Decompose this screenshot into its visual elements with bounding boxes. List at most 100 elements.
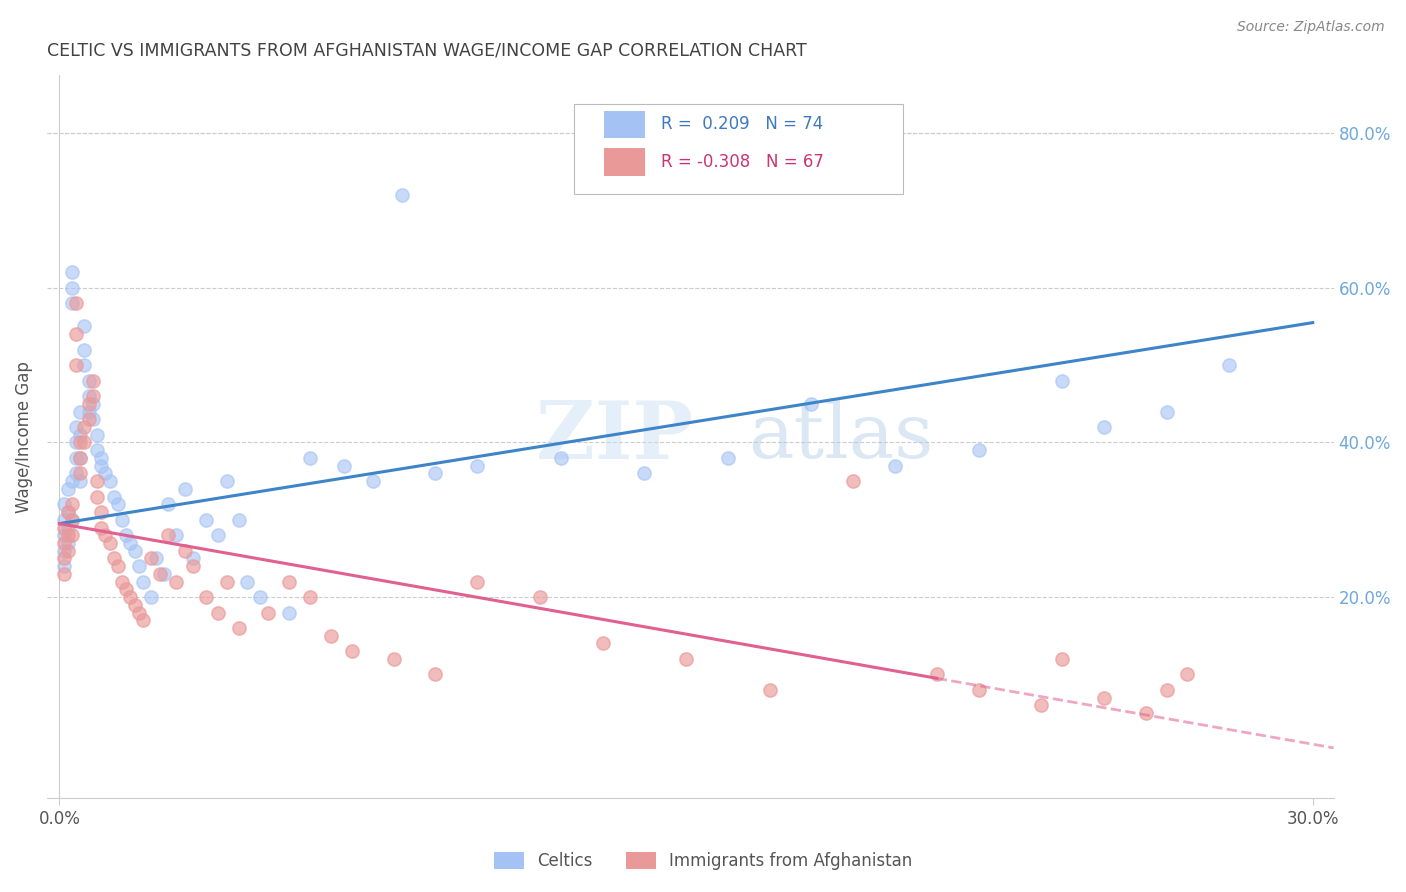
Point <box>65 358 87 372</box>
Point <box>86 443 108 458</box>
Point <box>1050 652 1073 666</box>
Point <box>1156 682 1178 697</box>
Point <box>675 652 697 666</box>
Point <box>77 404 100 418</box>
Point <box>69 450 91 465</box>
Point <box>967 443 990 458</box>
Point <box>103 490 125 504</box>
Point <box>633 467 655 481</box>
Point <box>65 450 87 465</box>
Point <box>340 644 363 658</box>
Text: R =  0.209   N = 74: R = 0.209 N = 74 <box>661 115 823 134</box>
Point <box>165 528 187 542</box>
Point <box>157 528 180 542</box>
Point <box>56 543 79 558</box>
Point <box>207 606 229 620</box>
Point <box>1135 706 1157 720</box>
Point <box>52 528 75 542</box>
Point <box>145 551 167 566</box>
Point <box>124 598 146 612</box>
Point <box>56 505 79 519</box>
Point <box>1218 358 1240 372</box>
Point <box>69 404 91 418</box>
Point <box>90 458 112 473</box>
Point <box>529 590 551 604</box>
Point <box>425 667 447 681</box>
Point <box>60 528 83 542</box>
Point <box>52 513 75 527</box>
Point <box>73 435 96 450</box>
Point <box>215 474 238 488</box>
Point <box>107 559 129 574</box>
Point <box>52 559 75 574</box>
Point <box>56 528 79 542</box>
Point <box>111 574 134 589</box>
Point <box>249 590 271 604</box>
Point <box>149 566 172 581</box>
Point <box>56 520 79 534</box>
Text: Source: ZipAtlas.com: Source: ZipAtlas.com <box>1237 20 1385 34</box>
Point <box>425 467 447 481</box>
Point <box>60 513 83 527</box>
Point <box>60 474 83 488</box>
Point <box>73 358 96 372</box>
Point <box>465 458 488 473</box>
Point <box>82 389 104 403</box>
Point <box>592 636 614 650</box>
Point <box>98 536 121 550</box>
Point <box>1050 374 1073 388</box>
Point <box>925 667 948 681</box>
Text: CELTIC VS IMMIGRANTS FROM AFGHANISTAN WAGE/INCOME GAP CORRELATION CHART: CELTIC VS IMMIGRANTS FROM AFGHANISTAN WA… <box>46 42 807 60</box>
Point <box>90 520 112 534</box>
Point <box>56 505 79 519</box>
FancyBboxPatch shape <box>605 111 645 138</box>
Point <box>128 559 150 574</box>
Text: atlas: atlas <box>748 400 934 474</box>
Point <box>128 606 150 620</box>
Point <box>550 450 572 465</box>
Point <box>1177 667 1199 681</box>
Point <box>382 652 405 666</box>
Point <box>157 497 180 511</box>
Point <box>86 427 108 442</box>
Point <box>60 296 83 310</box>
Point <box>299 590 322 604</box>
Point <box>465 574 488 589</box>
Point <box>115 528 138 542</box>
Point <box>1156 404 1178 418</box>
Point <box>73 420 96 434</box>
Point <box>132 613 155 627</box>
Point <box>800 397 823 411</box>
Point <box>94 528 117 542</box>
Point <box>69 427 91 442</box>
Point <box>69 474 91 488</box>
FancyBboxPatch shape <box>605 148 645 176</box>
Point <box>65 435 87 450</box>
Point <box>153 566 176 581</box>
Point <box>77 389 100 403</box>
Point <box>60 513 83 527</box>
Point <box>181 559 204 574</box>
Text: ZIP: ZIP <box>536 398 693 475</box>
Point <box>52 551 75 566</box>
Point <box>90 450 112 465</box>
Point <box>103 551 125 566</box>
Point <box>65 467 87 481</box>
Point <box>107 497 129 511</box>
Point <box>132 574 155 589</box>
Legend: Celtics, Immigrants from Afghanistan: Celtics, Immigrants from Afghanistan <box>486 845 920 877</box>
Point <box>69 450 91 465</box>
Point <box>194 513 217 527</box>
Point <box>94 467 117 481</box>
Point <box>120 590 142 604</box>
Point <box>52 536 75 550</box>
Point <box>120 536 142 550</box>
Point <box>141 551 163 566</box>
Point <box>77 412 100 426</box>
Point <box>717 450 740 465</box>
Point <box>82 374 104 388</box>
Point <box>65 327 87 342</box>
Point <box>69 435 91 450</box>
Point <box>77 374 100 388</box>
Point <box>319 629 342 643</box>
